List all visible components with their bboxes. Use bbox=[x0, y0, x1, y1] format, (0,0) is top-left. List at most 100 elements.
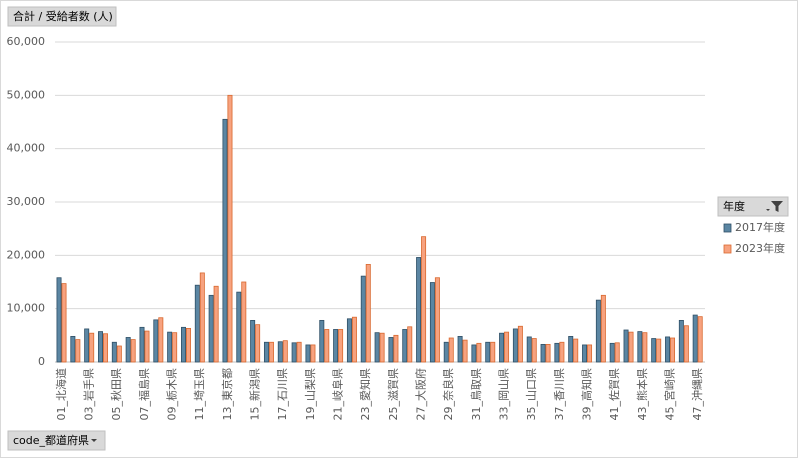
bar bbox=[338, 329, 344, 363]
x-tick-label: 41_佐賀県 bbox=[607, 368, 621, 421]
bar bbox=[241, 281, 247, 363]
legend-field-button[interactable]: 年度 bbox=[717, 196, 789, 217]
x-tick-label: 45_宮崎県 bbox=[662, 368, 676, 421]
x-tick-label: 33_岡山県 bbox=[497, 368, 510, 421]
bar bbox=[103, 333, 108, 363]
bar bbox=[628, 331, 634, 363]
x-tick-label: 47_沖縄県 bbox=[690, 368, 704, 421]
bar bbox=[471, 344, 477, 363]
value-field-label: 合計 / 受給者数 (人) bbox=[13, 9, 113, 23]
bar bbox=[697, 316, 703, 363]
bar bbox=[227, 94, 233, 363]
bar bbox=[282, 340, 288, 363]
bar bbox=[554, 342, 560, 363]
bar bbox=[683, 325, 689, 363]
x-tick-label: 35_山口県 bbox=[525, 368, 538, 421]
x-tick-label: 37_香川県 bbox=[553, 368, 566, 421]
bar bbox=[351, 316, 357, 363]
button-bg bbox=[7, 430, 106, 451]
bar bbox=[185, 327, 191, 363]
value-field-button[interactable]: 合計 / 受給者数 (人) bbox=[7, 6, 117, 27]
x-tick-label: 03_岩手県 bbox=[82, 368, 96, 421]
bar bbox=[346, 318, 352, 363]
bar bbox=[167, 331, 173, 363]
button-bg bbox=[7, 6, 117, 27]
bar bbox=[130, 339, 136, 363]
bar bbox=[416, 257, 422, 363]
bar bbox=[407, 326, 413, 363]
x-tick-label: 13_東京都 bbox=[220, 368, 234, 421]
y-tick-label: 60,000 bbox=[7, 35, 46, 48]
bar bbox=[305, 344, 311, 363]
bar bbox=[609, 342, 615, 363]
bar bbox=[614, 342, 620, 363]
bar bbox=[595, 299, 601, 363]
x-tick-label: 29_奈良県 bbox=[441, 368, 455, 421]
bar bbox=[98, 331, 104, 363]
bar bbox=[540, 343, 546, 363]
bar bbox=[526, 336, 532, 363]
y-tick-label: 0 bbox=[38, 355, 45, 368]
bar bbox=[84, 328, 90, 363]
bar bbox=[56, 277, 62, 363]
bar bbox=[573, 338, 579, 363]
y-tick-label: 10,000 bbox=[7, 302, 46, 315]
bar bbox=[365, 263, 371, 363]
axis-field-button[interactable]: code_都道府県 bbox=[7, 430, 106, 451]
bar bbox=[319, 319, 325, 363]
button-bg bbox=[717, 196, 789, 217]
bar bbox=[111, 341, 117, 363]
x-tick-label: 07_福島県 bbox=[137, 368, 151, 421]
x-tick-label: 39_高知県 bbox=[579, 368, 593, 421]
x-tick-label: 43_熊本県 bbox=[635, 368, 649, 421]
bar bbox=[296, 341, 302, 363]
bar bbox=[333, 329, 339, 363]
bar bbox=[89, 332, 95, 363]
bar bbox=[457, 335, 463, 363]
bar bbox=[158, 317, 164, 363]
bar bbox=[692, 314, 698, 363]
bar bbox=[670, 337, 676, 363]
x-tick-label: 21_岐阜県 bbox=[332, 368, 345, 421]
axis-field-label: code_都道府県 bbox=[13, 433, 89, 447]
bar bbox=[181, 326, 186, 363]
bar bbox=[476, 342, 482, 363]
bar bbox=[194, 284, 200, 363]
bar bbox=[213, 285, 219, 363]
bar bbox=[172, 332, 178, 363]
bar bbox=[125, 337, 131, 363]
y-tick-label: 50,000 bbox=[7, 88, 46, 101]
bar bbox=[512, 328, 518, 363]
bar bbox=[153, 319, 159, 363]
bar bbox=[531, 338, 537, 363]
x-tick-label: 23_愛知県 bbox=[358, 368, 372, 421]
bar bbox=[656, 338, 662, 363]
bar bbox=[291, 342, 297, 363]
bar bbox=[116, 345, 122, 363]
bar bbox=[208, 294, 214, 363]
x-tick-label: 01_北海道 bbox=[54, 368, 68, 421]
x-tick-label: 17_石川県 bbox=[276, 368, 289, 421]
bar bbox=[374, 332, 380, 363]
bar bbox=[642, 332, 648, 363]
y-tick-label: 40,000 bbox=[7, 142, 46, 155]
bar bbox=[139, 326, 145, 363]
bar bbox=[222, 118, 228, 363]
bar bbox=[637, 331, 643, 363]
bar bbox=[310, 344, 316, 363]
bar bbox=[545, 343, 551, 363]
bar bbox=[236, 291, 242, 363]
bar bbox=[199, 272, 205, 363]
bar bbox=[600, 294, 606, 363]
bar bbox=[360, 275, 366, 363]
bar bbox=[517, 325, 523, 363]
x-tick-label: 15_新潟県 bbox=[248, 368, 262, 421]
bar bbox=[324, 329, 330, 363]
bar bbox=[277, 341, 283, 363]
bar bbox=[568, 335, 574, 363]
x-tick-label: 25_滋賀県 bbox=[387, 368, 400, 421]
bar bbox=[388, 337, 394, 363]
bar bbox=[255, 324, 261, 363]
